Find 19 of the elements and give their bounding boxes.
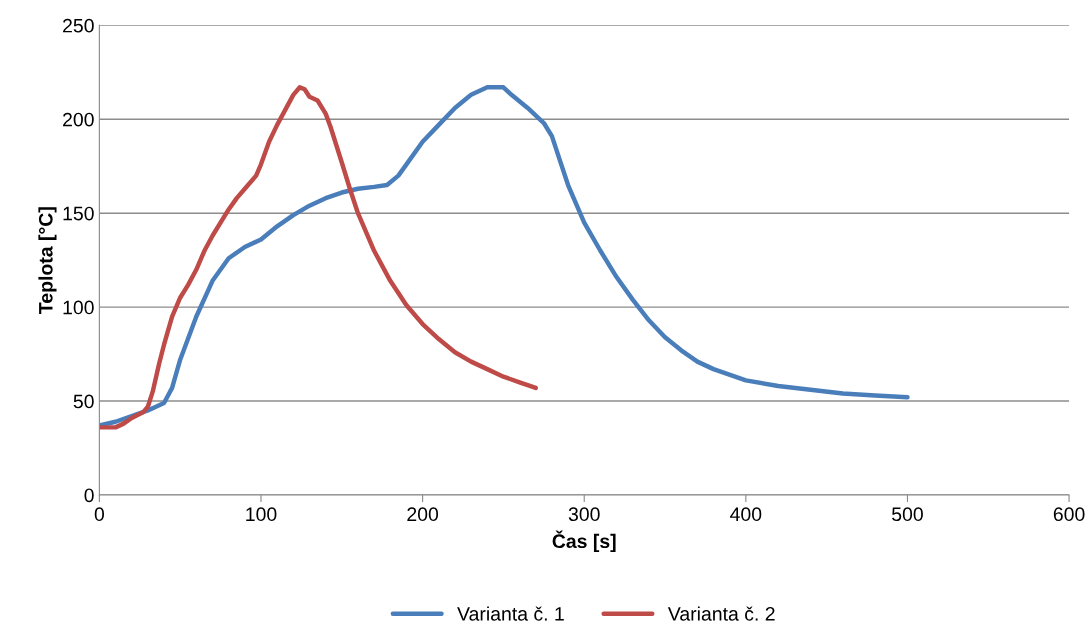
y-tick-label: 50: [73, 394, 94, 409]
y-axis-title: Teplota [°C]: [38, 207, 57, 314]
line-series: [99, 85, 910, 428]
x-tick-label: 600: [1053, 507, 1085, 522]
x-tick-label: 200: [407, 507, 439, 522]
y-tick-label: 150: [63, 206, 94, 221]
x-tick-label: 500: [892, 507, 923, 522]
line-series: [99, 85, 538, 430]
x-tick-label: 300: [568, 507, 600, 522]
x-axis-title: Čas [s]: [552, 530, 616, 552]
y-tick-label: 100: [63, 300, 94, 315]
legend-label: Varianta č. 2: [667, 606, 775, 621]
x-tick-label: 400: [730, 507, 762, 522]
y-tick-label: 0: [84, 488, 94, 503]
y-tick-label: 200: [63, 112, 94, 127]
x-tick-label: 100: [246, 507, 277, 522]
y-tick-label: 250: [63, 18, 94, 33]
x-tick-label: 0: [94, 507, 105, 522]
legend-label: Varianta č. 1: [457, 606, 564, 621]
